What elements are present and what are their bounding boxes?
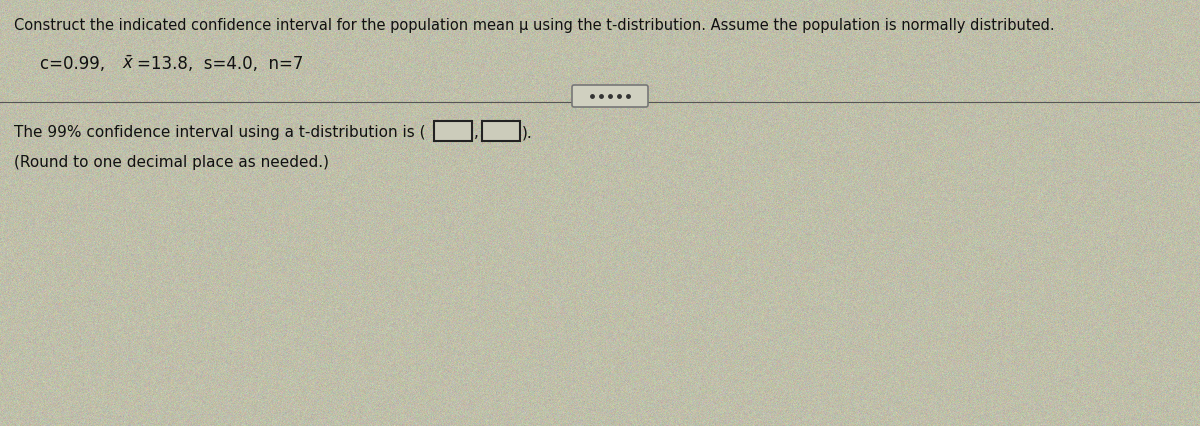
Text: ).: ).	[522, 125, 533, 140]
Text: $\bar{x}$: $\bar{x}$	[122, 55, 134, 73]
Text: =13.8,  s=4.0,  n=7: =13.8, s=4.0, n=7	[137, 55, 304, 73]
FancyBboxPatch shape	[482, 122, 520, 142]
Text: The 99% confidence interval using a t-distribution is (: The 99% confidence interval using a t-di…	[14, 125, 426, 140]
FancyBboxPatch shape	[572, 86, 648, 108]
Text: c=0.99,: c=0.99,	[40, 55, 115, 73]
FancyBboxPatch shape	[434, 122, 472, 142]
Text: (Round to one decimal place as needed.): (Round to one decimal place as needed.)	[14, 155, 329, 170]
Text: ,: ,	[474, 125, 479, 140]
Text: Construct the indicated confidence interval for the population mean μ using the : Construct the indicated confidence inter…	[14, 18, 1055, 33]
